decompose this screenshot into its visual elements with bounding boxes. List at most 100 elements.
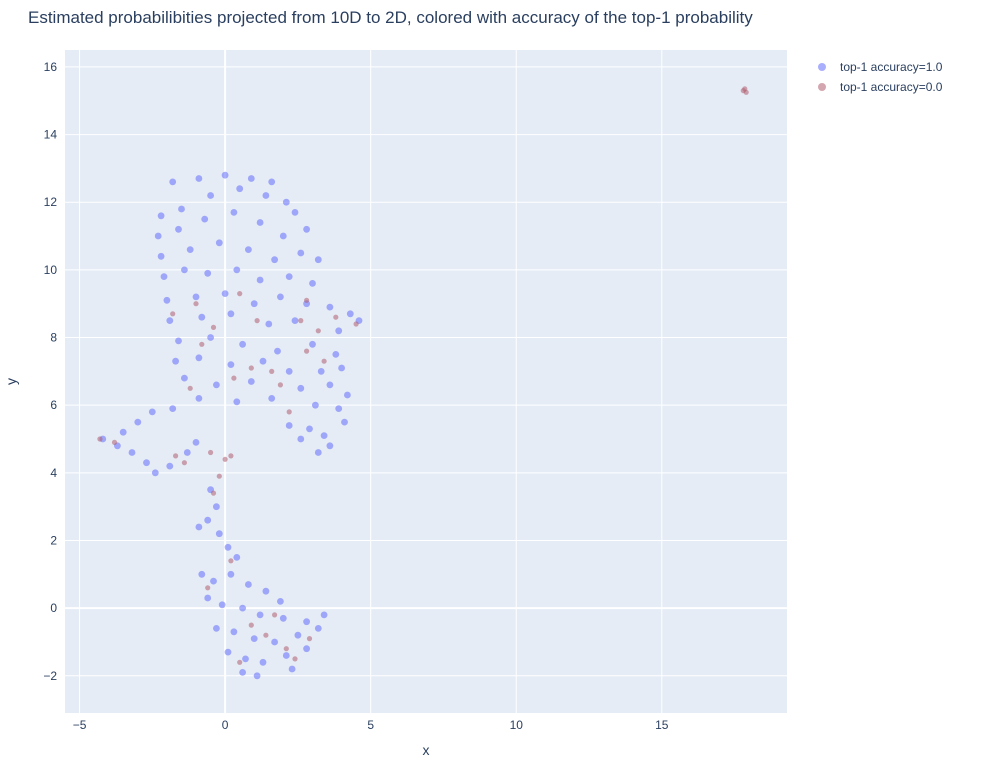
x-tick-label: 5 [367,718,374,732]
scatter-point [321,358,327,364]
scatter-point [282,198,290,206]
scatter-point [250,635,258,642]
scatter-point [341,418,348,426]
scatter-point [111,439,118,445]
scatter-point [224,648,232,656]
scatter-point [210,577,217,585]
scatter-point [195,354,203,362]
scatter-point [97,436,103,442]
scatter-point [317,368,325,375]
scatter-point [742,86,748,92]
scatter-point [326,303,334,311]
scatter-point [288,665,296,673]
scatter-point [213,625,220,632]
scatter-point [262,587,270,595]
scatter-point [326,381,334,389]
y-tick-label: 14 [44,128,58,142]
scatter-point [253,672,261,680]
y-tick-label: 4 [50,466,57,480]
scatter-point [233,266,241,274]
scatter-point [335,327,343,335]
scatter-point [297,384,305,392]
scatter-point [227,310,235,318]
y-tick-label: 16 [44,60,58,74]
y-tick-label: 8 [50,331,57,345]
scatter-point [227,570,235,578]
scatter-point [314,449,322,456]
scatter-point [297,249,305,257]
scatter-point [204,516,212,524]
y-tick-label: 10 [44,263,58,277]
scatter-point [230,628,238,636]
scatter-point [239,669,247,676]
scatter-point [221,171,229,179]
scatter-point [291,209,299,216]
scatter-point [213,381,220,389]
scatter-point [272,612,278,618]
scatter-point [285,422,293,429]
scatter-point [181,460,187,466]
scatter-point [213,503,220,511]
scatter-point [248,622,254,628]
scatter-point [157,252,165,260]
y-tick-label: 6 [50,398,57,412]
y-tick-label: 0 [50,601,57,615]
scatter-point [228,558,234,564]
scatter-point [210,490,217,496]
scatter-point [233,554,241,561]
x-tick-label: 15 [655,718,669,732]
scatter-point [315,328,321,334]
legend-label: top-1 accuracy=0.0 [840,80,943,94]
scatter-point [218,601,226,609]
scatter-point [277,293,284,301]
scatter-point [326,442,334,450]
scatter-point [265,320,273,328]
scatter-point [314,256,322,264]
scatter-point [303,618,310,626]
scatter-point [173,453,179,459]
scatter-point [193,301,199,307]
scatter-point [320,611,328,619]
y-axis-title: y [3,378,19,385]
x-tick-label: 0 [222,718,229,732]
scatter-point [282,652,290,659]
scatter-point [207,334,215,341]
legend-item-series-2[interactable]: top-1 accuracy=0.0 [812,77,942,97]
scatter-point [204,594,212,602]
scatter-point [303,645,310,653]
y-tick-label: 2 [50,533,57,547]
scatter-point [256,611,264,619]
legend-label: top-1 accuracy=1.0 [840,60,943,74]
scatter-point [297,435,305,443]
scatter-point [192,293,200,301]
scatter-point [215,530,223,538]
scatter-point [178,205,185,213]
scatter-point [303,225,310,233]
scatter-point [215,239,223,247]
scatter-point [245,581,252,588]
scatter-point [306,636,313,642]
scatter-point [277,382,283,388]
scatter-point [346,310,354,318]
scatter-point [230,209,238,216]
data-points [97,86,749,680]
scatter-point [187,385,193,391]
scatter-point [195,523,203,531]
chart-title: Estimated probabilibities projected from… [28,8,753,27]
plot-area [65,50,787,713]
scatter-point [298,318,304,324]
x-tick-label: 10 [510,718,524,732]
y-tick-label: −2 [43,669,57,683]
scatter-point [306,425,313,433]
scatter-point [201,215,209,223]
scatter-point [198,570,206,578]
legend-item-series-1[interactable]: top-1 accuracy=1.0 [812,57,942,77]
scatter-point [254,318,260,324]
scatter-point [263,632,269,638]
scatter-point [242,655,249,663]
scatter-point [344,391,351,399]
scatter-point [283,646,289,652]
scatter-point [204,269,212,277]
scatter-point [170,311,176,317]
